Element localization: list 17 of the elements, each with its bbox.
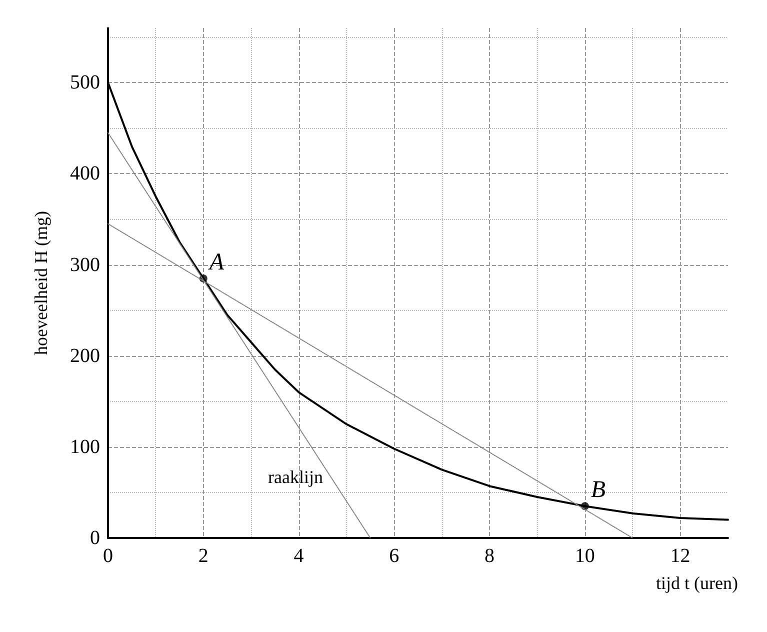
y-tick-label: 0	[90, 527, 100, 549]
x-tick-label: 4	[294, 545, 304, 567]
x-tick-label: 10	[574, 545, 595, 567]
y-tick-label: 200	[70, 344, 100, 367]
y-tick-label: 100	[70, 436, 100, 458]
y-axis-title: hoeveelheid H (mg)	[31, 211, 51, 355]
x-tick-label: 12	[670, 545, 690, 567]
x-axis-title: tijd t (uren)	[656, 573, 738, 593]
annotation: A	[207, 249, 224, 276]
annotation: B	[590, 477, 606, 504]
y-tick-label: 500	[70, 72, 100, 94]
x-tick-label: 2	[198, 545, 208, 567]
x-tick-label: 6	[389, 545, 400, 567]
y-tick-label: 300	[70, 254, 100, 276]
x-tick-label: 8	[484, 545, 495, 567]
annotation: raaklijn	[268, 467, 323, 487]
y-tick-label: 400	[70, 162, 100, 185]
